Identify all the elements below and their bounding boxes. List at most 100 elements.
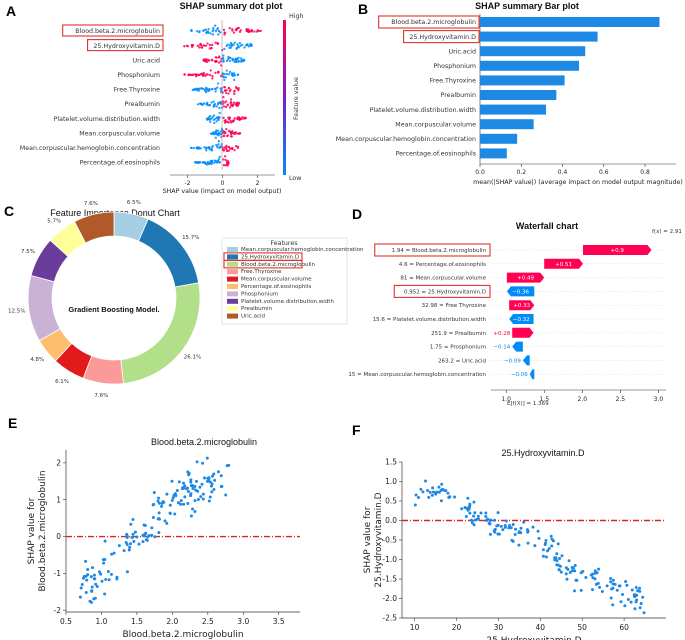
- shap-dot: [236, 73, 239, 77]
- shap-dot: [223, 121, 227, 124]
- shap-dot: [217, 140, 220, 143]
- shap-dot: [200, 72, 203, 75]
- shap-dot: [222, 134, 226, 138]
- scatter-point: [168, 503, 172, 507]
- shap-dot: [210, 46, 213, 50]
- scatter-point: [544, 539, 548, 543]
- scatter-point: [185, 486, 189, 490]
- shap-dot: [233, 60, 236, 63]
- scatter-point: [609, 596, 613, 600]
- scatter-point: [638, 589, 642, 593]
- scatter-point: [144, 531, 148, 535]
- efx-label: E[f(X)] = 1.369: [507, 401, 549, 407]
- shap-dot: [224, 105, 228, 109]
- chart-title: SHAP summary Bar plot: [475, 1, 579, 11]
- y-tick-label: -0.5: [382, 536, 397, 545]
- scatter-point: [504, 519, 508, 523]
- scatter-point: [156, 499, 160, 503]
- shap-dot: [205, 149, 208, 152]
- scatter-point: [541, 554, 545, 558]
- scatter-point: [211, 474, 215, 478]
- scatter-point: [559, 570, 563, 574]
- chart-title: 25.Hydroxyvitamin.D: [501, 448, 585, 458]
- shap-dot: [226, 164, 229, 167]
- shap-dot: [227, 145, 230, 149]
- donut-slice: [73, 211, 115, 244]
- scatter-point: [613, 582, 617, 586]
- bar-value-label: −0.36: [512, 289, 529, 295]
- scatter-point: [531, 525, 535, 529]
- shap-dot: [214, 29, 218, 33]
- y-axis-label: SHAP value forBlood.beta.2.microglobulin: [27, 470, 48, 591]
- bar: [480, 133, 518, 144]
- scatter-point: [555, 563, 559, 567]
- x-tick-label: 20: [452, 623, 462, 632]
- shap-dot: [222, 75, 225, 79]
- shap-dot: [183, 73, 186, 76]
- slice-pct-label: 26.1%: [184, 355, 201, 361]
- x-tick-label: 1.0: [501, 396, 511, 403]
- scatter-point: [464, 515, 468, 519]
- scatter-point: [196, 497, 200, 501]
- slice-pct-label: 7.6%: [84, 201, 98, 207]
- shap-dot: [198, 30, 201, 33]
- scatter-point: [591, 572, 595, 576]
- shap-dot: [225, 69, 228, 72]
- scatter-point: [99, 572, 103, 576]
- bar: [480, 60, 580, 71]
- shap-dot: [223, 33, 226, 36]
- scatter-point: [597, 567, 601, 571]
- bar: [480, 90, 557, 100]
- x-tick-label: 2.5: [616, 396, 626, 403]
- shap-dot: [218, 155, 221, 158]
- scatter-point: [499, 524, 503, 528]
- scatter-point: [168, 511, 172, 515]
- shap-dot: [209, 159, 212, 163]
- shap-dot: [236, 43, 239, 46]
- shap-dot: [223, 78, 226, 82]
- legend-label: 25.Hydroxyvitamin.D: [241, 254, 299, 260]
- scatter-point: [122, 549, 126, 553]
- scatter-point: [131, 532, 135, 536]
- shap-dot: [226, 134, 230, 137]
- scatter-point: [170, 479, 174, 483]
- scatter-point: [629, 600, 633, 604]
- shap-dot: [224, 76, 228, 79]
- slice-pct-label: 12.5%: [8, 308, 25, 314]
- slice-pct-label: 6.1%: [55, 379, 69, 385]
- scatter-point: [537, 536, 541, 540]
- shap-dot: [205, 58, 208, 61]
- legend-swatch: [227, 284, 238, 289]
- scatter-point: [519, 526, 523, 530]
- row-label: 1.75 = Prosphonium: [430, 345, 486, 351]
- shap-dot: [204, 74, 207, 78]
- y-tick-label: 0.5: [385, 497, 397, 506]
- shap-dot: [219, 31, 222, 34]
- shap-dot: [214, 56, 218, 59]
- scatter-point: [213, 478, 217, 482]
- shap-dot: [239, 29, 242, 32]
- scatter-point: [208, 495, 212, 499]
- scatter-point: [199, 495, 203, 499]
- scatter-point: [610, 587, 614, 591]
- scatter-point: [593, 577, 597, 581]
- scatter-point: [615, 588, 619, 592]
- row-label: 15 = Mean.corpuscular.hemoglobin.concent…: [348, 372, 486, 378]
- legend-box: [221, 237, 348, 325]
- shap-dot: [238, 42, 242, 45]
- shap-dot: [216, 146, 219, 149]
- shap-dot: [209, 32, 212, 35]
- scatter-point: [186, 502, 190, 506]
- shap-dot: [224, 91, 228, 95]
- scatter-point: [189, 480, 193, 484]
- bar-value-label: −0.32: [513, 317, 530, 323]
- scatter-point: [590, 588, 594, 592]
- shap-dot: [210, 162, 213, 166]
- scatter-point: [224, 493, 228, 497]
- legend-swatch: [227, 306, 238, 312]
- scatter-point: [150, 526, 154, 530]
- shap-dot: [204, 44, 208, 47]
- bar-label: 25.Hydroxyvitamin.D: [409, 34, 476, 41]
- shap-dot: [241, 116, 244, 119]
- scatter-point: [173, 512, 177, 516]
